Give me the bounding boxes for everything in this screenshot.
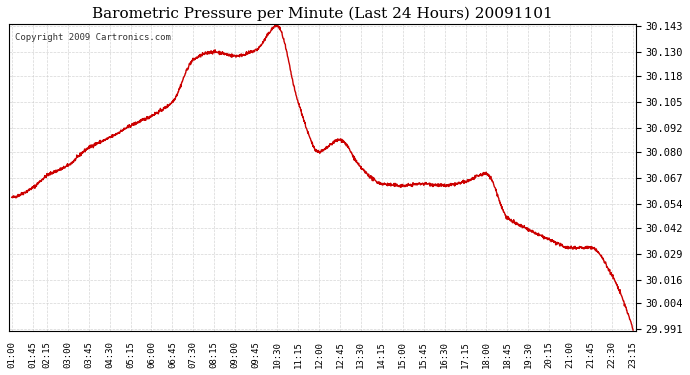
Text: Copyright 2009 Cartronics.com: Copyright 2009 Cartronics.com [15, 33, 171, 42]
Title: Barometric Pressure per Minute (Last 24 Hours) 20091101: Barometric Pressure per Minute (Last 24 … [92, 7, 553, 21]
